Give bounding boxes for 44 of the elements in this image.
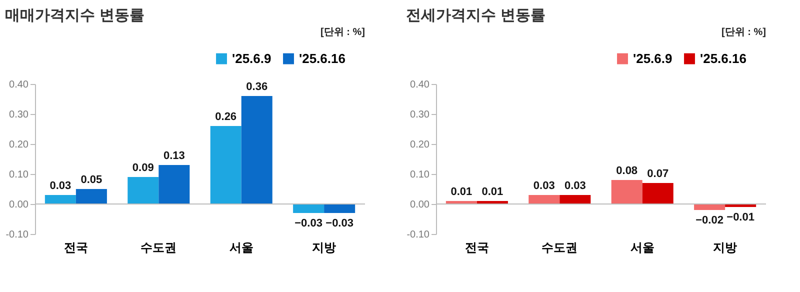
data-label: 0.26 — [215, 111, 237, 123]
y-tick-label: 0.30 — [410, 110, 430, 120]
chart-title: 전세가격지수 변동률 — [406, 7, 546, 24]
data-label: 0.05 — [80, 174, 102, 186]
data-label: 0.03 — [533, 180, 555, 192]
data-label: 0.08 — [616, 165, 638, 177]
y-tick-label: 0.20 — [9, 140, 29, 150]
y-tick-label: 0.40 — [410, 80, 430, 90]
y-tick-label: 0.10 — [410, 170, 430, 180]
x-tick-label: 서울 — [630, 240, 654, 254]
legend-label: '25.6.16 — [700, 50, 746, 66]
legend-label: '25.6.9 — [633, 50, 672, 66]
y-tick-label: 0.20 — [410, 140, 430, 150]
x-tick-label: 수도권 — [140, 240, 177, 254]
x-tick-label: 수도권 — [542, 240, 578, 254]
data-label: −0.02 — [696, 214, 724, 226]
x-tick-label: 지방 — [312, 240, 336, 254]
data-label: 0.01 — [450, 186, 472, 198]
text: [단위 : %] — [722, 27, 766, 38]
legend-label: '25.6.9 — [232, 50, 272, 66]
data-label: 0.03 — [50, 180, 72, 192]
text: [단위 : %] — [320, 27, 365, 38]
data-label: 0.09 — [132, 162, 154, 174]
y-tick-label: -0.10 — [6, 230, 29, 240]
x-tick-label: 지방 — [713, 240, 738, 254]
x-tick-label: 전국 — [464, 240, 489, 254]
y-tick-label: 0.30 — [9, 110, 29, 120]
chart-title: 매매가격지수 변동률 — [5, 7, 144, 24]
legend-label: '25.6.16 — [299, 50, 346, 66]
data-label: 0.36 — [246, 81, 268, 93]
y-tick-label: 0.00 — [9, 200, 29, 210]
data-label: 0.03 — [564, 180, 586, 192]
data-label: −0.01 — [726, 212, 754, 224]
x-tick-label: 전국 — [64, 240, 88, 254]
data-label: −0.03 — [294, 218, 322, 230]
y-tick-label: 0.40 — [9, 80, 29, 90]
data-label: 0.07 — [647, 168, 669, 180]
data-label: 0.01 — [482, 186, 504, 198]
y-tick-label: -0.10 — [406, 230, 430, 240]
x-tick-label: 서울 — [229, 240, 254, 254]
data-label: 0.13 — [163, 150, 185, 162]
y-tick-label: 0.10 — [9, 170, 29, 180]
y-tick-label: 0.00 — [410, 200, 430, 210]
data-label: −0.03 — [326, 218, 354, 230]
